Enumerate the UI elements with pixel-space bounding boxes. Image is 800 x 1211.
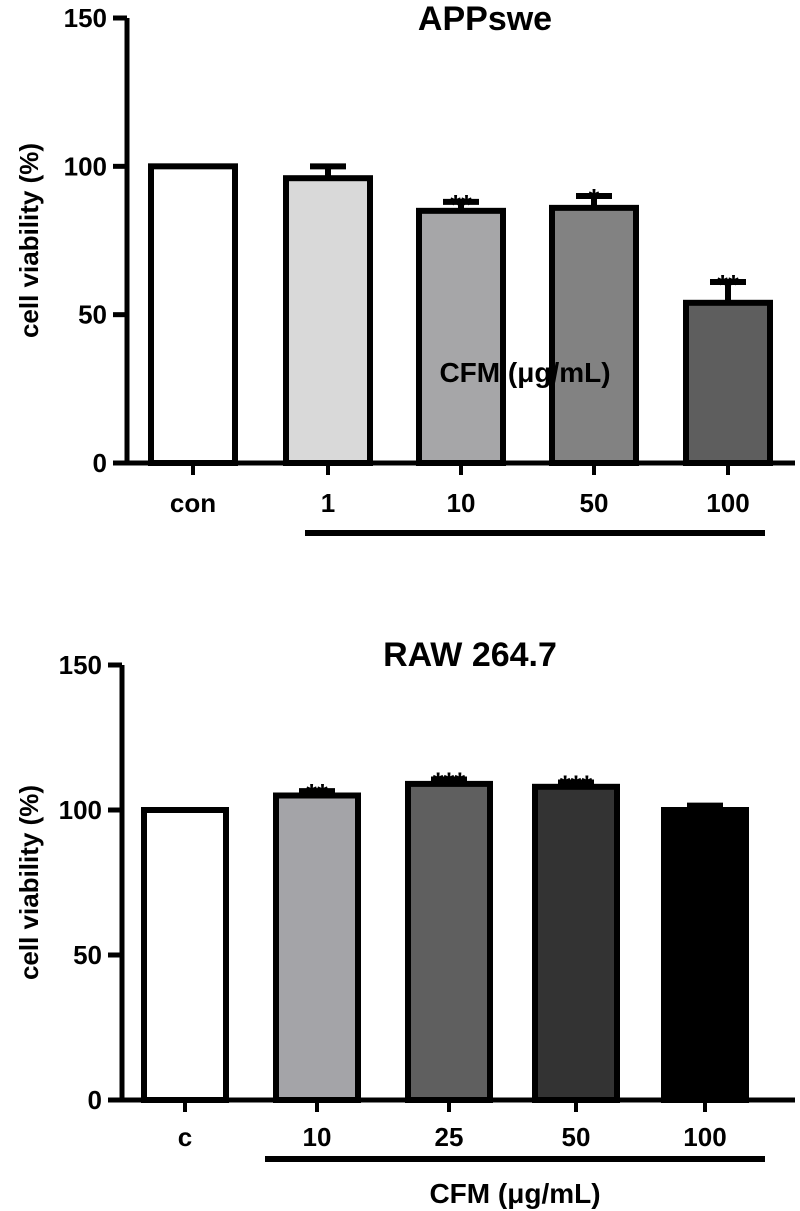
chart-1: APPswe cell viability (%) con 1 ** 10 * 50 ** 100…: [14, 0, 795, 536]
significance-label: **: [450, 189, 472, 220]
y-tick-label: 150: [64, 3, 107, 33]
significance-label: ***: [433, 767, 466, 798]
bar-100: [683, 299, 773, 466]
chart-title: RAW 264.7: [383, 636, 557, 674]
x-tick-label: 50: [562, 1122, 591, 1152]
bar-50: [549, 204, 639, 466]
significance-label: **: [717, 269, 739, 300]
x-tick-label: 100: [706, 488, 749, 518]
group-label: CFM (μg/mL): [439, 357, 610, 388]
y-tick-label: 100: [59, 795, 102, 825]
bar-c: [141, 807, 229, 1103]
bar-10: [273, 792, 361, 1103]
y-tick-label: 0: [88, 1085, 102, 1115]
y-tick-label: 100: [64, 151, 107, 181]
x-tick-label: con: [170, 488, 216, 518]
chart-2: RAW 264.7 cell viability (%) c ** 10 *** 25 ***…: [14, 636, 795, 1209]
bar-25: [405, 780, 493, 1104]
significance-label: *: [589, 183, 600, 214]
x-tick-label: 10: [447, 488, 476, 518]
bar-con: [148, 163, 238, 466]
x-tick-label: 25: [435, 1122, 464, 1152]
bar-100: [661, 807, 749, 1103]
x-tick-label: 100: [683, 1122, 726, 1152]
bar-1: [283, 175, 373, 466]
y-tick-label: 50: [78, 300, 107, 330]
bar-10: [416, 207, 506, 466]
y-tick-label: 50: [73, 940, 102, 970]
y-axis-label: cell viability (%): [14, 785, 44, 980]
chart-title: APPswe: [418, 0, 552, 38]
y-axis-label: cell viability (%): [14, 143, 44, 338]
significance-label: ***: [560, 769, 593, 800]
x-tick-label: 1: [321, 488, 335, 518]
y-tick-label: 150: [59, 650, 102, 680]
y-tick-label: 0: [93, 448, 107, 478]
x-tick-label: 50: [580, 488, 609, 518]
x-tick-label: 10: [303, 1122, 332, 1152]
x-tick-label: c: [178, 1122, 192, 1152]
significance-label: **: [306, 778, 328, 809]
group-label: CFM (μg/mL): [429, 1178, 600, 1209]
bar-50: [532, 783, 620, 1103]
